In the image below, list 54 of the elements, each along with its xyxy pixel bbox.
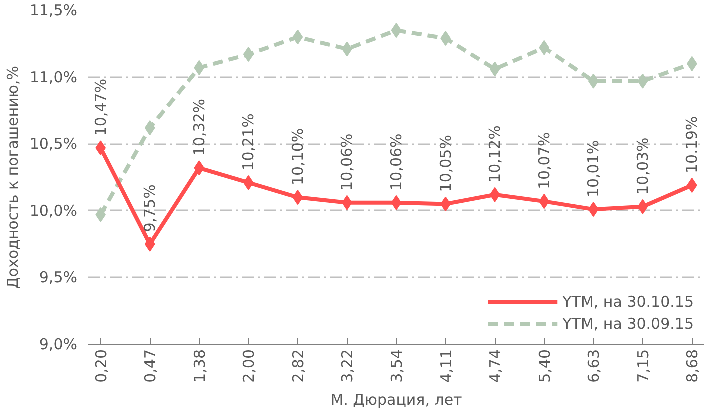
x-tick-label: 2,00 bbox=[240, 349, 258, 383]
x-tick-label: 6,63 bbox=[585, 349, 604, 383]
data-label: 10,06% bbox=[388, 134, 406, 191]
point bbox=[194, 160, 205, 176]
x-tick-label: 3,54 bbox=[388, 349, 406, 383]
x-tick-label: 1,38 bbox=[190, 349, 209, 383]
y-tick-label: 11,5% bbox=[30, 2, 78, 20]
point bbox=[588, 74, 599, 89]
data-label: 10,03% bbox=[634, 138, 652, 195]
x-tick-label: 4,74 bbox=[486, 349, 505, 383]
data-label: 10,01% bbox=[584, 140, 603, 198]
point bbox=[490, 62, 500, 77]
data-label: 10,47% bbox=[92, 78, 110, 136]
data-label: 10,32% bbox=[190, 98, 208, 156]
legend-label: YTM, на 30.09.15 bbox=[562, 315, 694, 333]
point bbox=[144, 236, 156, 252]
point bbox=[292, 190, 304, 206]
y-tick-label: 11,0% bbox=[30, 68, 78, 86]
data-label: 10,06% bbox=[338, 134, 356, 191]
point bbox=[490, 187, 500, 202]
x-tick-label: 5,40 bbox=[536, 349, 554, 383]
y-tick-label: 10,5% bbox=[30, 135, 78, 154]
x-tick-label: 2,82 bbox=[289, 349, 308, 383]
x-tick-label: 3,22 bbox=[338, 349, 357, 383]
x-tick-label: 4,11 bbox=[437, 349, 456, 383]
x-tick-label: 0,47 bbox=[142, 349, 160, 383]
point bbox=[194, 60, 205, 76]
x-axis-title: М. Дюрация, лет bbox=[330, 390, 463, 409]
point bbox=[539, 40, 550, 56]
data-label: 10,12% bbox=[486, 126, 504, 183]
point bbox=[539, 194, 550, 210]
point bbox=[144, 120, 156, 136]
point bbox=[391, 23, 402, 38]
point bbox=[638, 199, 648, 214]
data-label: 10,07% bbox=[535, 132, 554, 190]
data-label: 10,21% bbox=[240, 114, 258, 171]
y-axis-title: Доходность к погашению,% bbox=[4, 66, 22, 289]
point bbox=[243, 175, 254, 190]
point bbox=[588, 202, 599, 218]
point bbox=[243, 47, 254, 62]
point bbox=[391, 195, 402, 210]
x-tick-label: 7,15 bbox=[634, 349, 652, 383]
data-label: 9,75% bbox=[141, 184, 160, 232]
data-label: 10,10% bbox=[288, 128, 307, 186]
y-tick-label: 9,5% bbox=[39, 268, 78, 287]
data-label: 10.19% bbox=[683, 116, 702, 174]
x-tick-label: 0,20 bbox=[92, 349, 110, 383]
legend-label: YTM, на 30.10.15 bbox=[562, 293, 694, 311]
x-tick-label: 8,68 bbox=[684, 349, 702, 383]
data-label: 10,05% bbox=[436, 135, 455, 192]
point bbox=[638, 74, 648, 89]
y-tick-label: 9,0% bbox=[39, 336, 78, 354]
y-tick-label: 10,0% bbox=[30, 202, 78, 220]
point bbox=[292, 30, 304, 45]
